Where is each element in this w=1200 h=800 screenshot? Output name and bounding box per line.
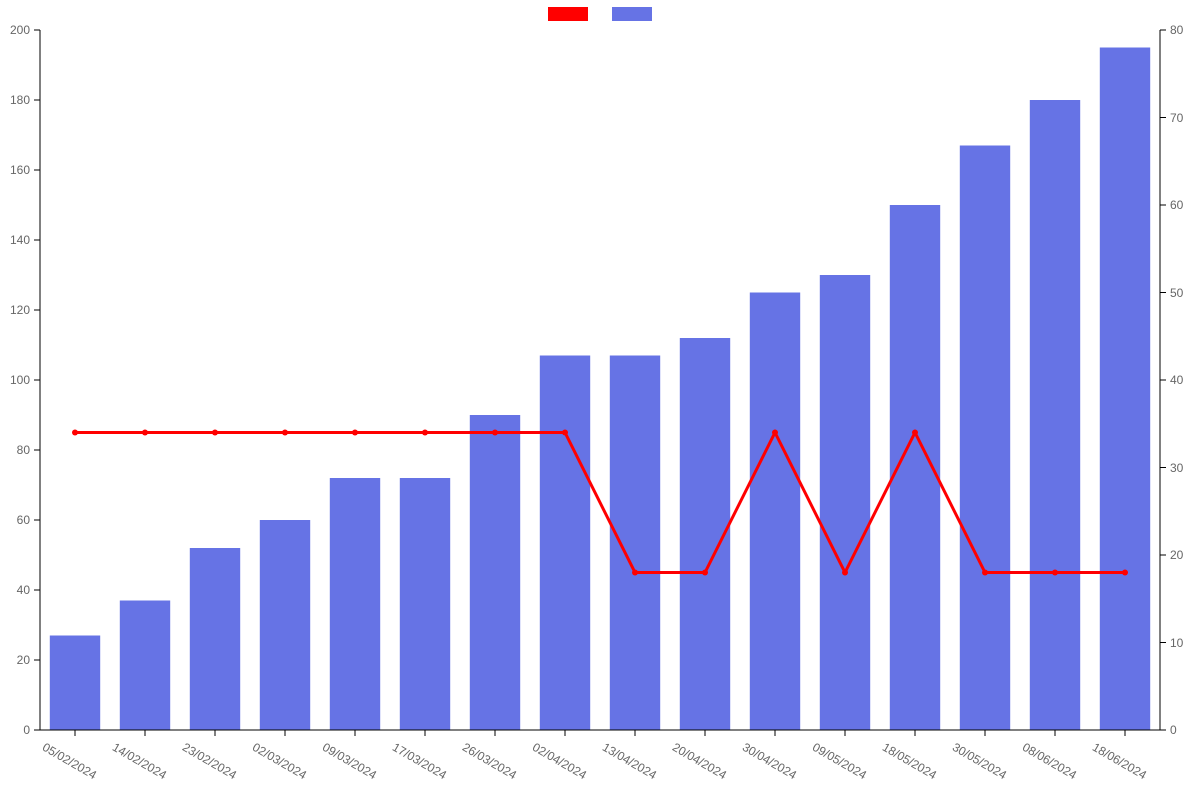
- bar: [960, 146, 1010, 731]
- y-left-tick-label: 120: [10, 303, 30, 317]
- y-right-tick-label: 70: [1170, 111, 1183, 125]
- bar: [190, 548, 240, 730]
- line-marker: [142, 430, 148, 436]
- line-marker: [1052, 570, 1058, 576]
- bar: [750, 293, 800, 731]
- bar: [330, 478, 380, 730]
- line-marker: [702, 570, 708, 576]
- line-marker: [772, 430, 778, 436]
- line-marker: [492, 430, 498, 436]
- y-left-tick-label: 100: [10, 373, 30, 387]
- y-left-tick-label: 180: [10, 93, 30, 107]
- line-marker: [912, 430, 918, 436]
- y-right-tick-label: 0: [1170, 723, 1177, 737]
- y-left-tick-label: 140: [10, 233, 30, 247]
- bar: [470, 415, 520, 730]
- y-right-tick-label: 20: [1170, 548, 1183, 562]
- line-marker: [352, 430, 358, 436]
- y-right-tick-label: 30: [1170, 461, 1183, 475]
- line-marker: [72, 430, 78, 436]
- y-right-tick-label: 40: [1170, 373, 1183, 387]
- y-right-tick-label: 50: [1170, 286, 1183, 300]
- bar: [1030, 100, 1080, 730]
- y-right-tick-label: 80: [1170, 23, 1183, 37]
- y-left-tick-label: 0: [23, 723, 30, 737]
- bar: [50, 636, 100, 731]
- y-left-tick-label: 40: [17, 583, 30, 597]
- line-marker: [982, 570, 988, 576]
- chart-canvas: [0, 0, 1200, 800]
- line-marker: [1122, 570, 1128, 576]
- bar: [1100, 48, 1150, 731]
- bar: [540, 356, 590, 731]
- y-left-tick-label: 80: [17, 443, 30, 457]
- y-left-tick-label: 200: [10, 23, 30, 37]
- bar: [400, 478, 450, 730]
- y-left-tick-label: 20: [17, 653, 30, 667]
- bar: [260, 520, 310, 730]
- line-marker: [422, 430, 428, 436]
- line-marker: [632, 570, 638, 576]
- bar: [820, 275, 870, 730]
- y-right-tick-label: 10: [1170, 636, 1183, 650]
- combo-chart: 0 20 40 60 80 100 120 140 160 180 200 0 10 20 30 40 50 6…: [0, 0, 1200, 800]
- y-left-tick-label: 60: [17, 513, 30, 527]
- y-left-tick-label: 160: [10, 163, 30, 177]
- line-marker: [842, 570, 848, 576]
- bar: [120, 601, 170, 731]
- bar: [610, 356, 660, 731]
- y-right-tick-label: 60: [1170, 198, 1183, 212]
- line-marker: [212, 430, 218, 436]
- line-marker: [282, 430, 288, 436]
- line-marker: [562, 430, 568, 436]
